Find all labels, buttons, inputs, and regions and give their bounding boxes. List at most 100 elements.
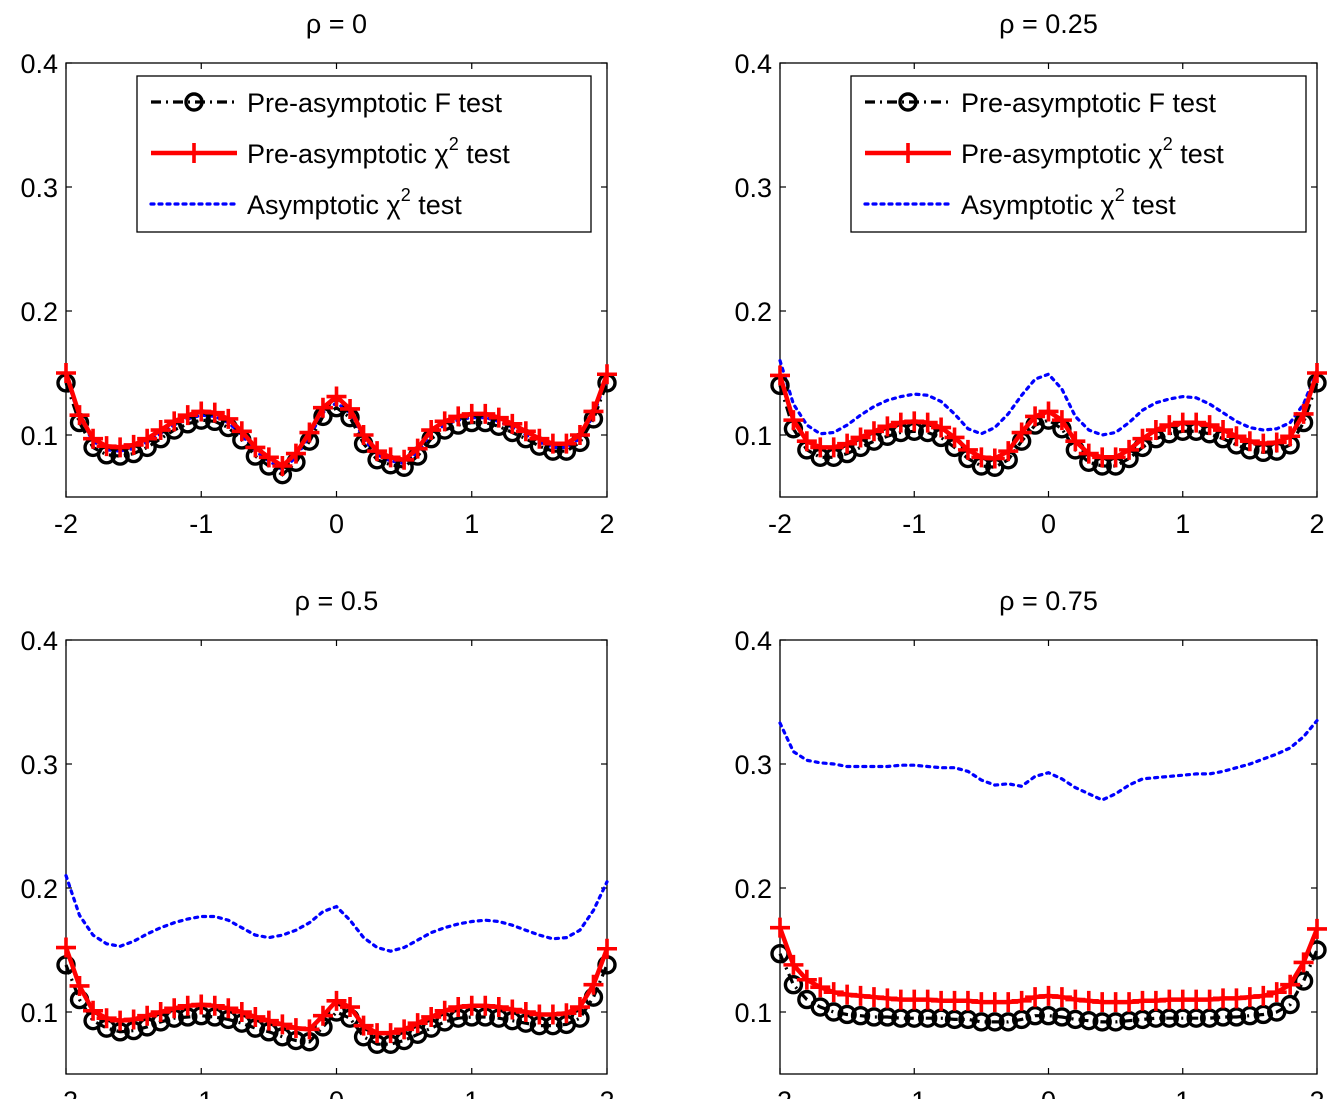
x-tick-label: -1 (902, 1086, 926, 1099)
y-tick-label: 0.4 (20, 49, 58, 79)
data-point (823, 982, 844, 1003)
data-point (1239, 431, 1260, 452)
x-tick-label: 1 (464, 1086, 479, 1099)
data-point (877, 1007, 898, 1027)
data-point (1052, 1007, 1072, 1027)
data-point (1199, 415, 1220, 436)
data-point (1119, 1010, 1139, 1031)
x-tick-label: 2 (1309, 509, 1324, 539)
legend-label: Pre-asymptotic χ2 test (247, 134, 510, 169)
data-point (353, 425, 374, 445)
data-point (150, 1002, 171, 1022)
data-point (448, 406, 469, 427)
data-point (783, 410, 804, 431)
y-tick-label: 0.1 (20, 998, 58, 1028)
chart-panel-1: ρ = 0.25 -2 -1 0 1 2 0.1 0.2 0.3 0.4 Pre-asymptoti… (734, 9, 1327, 539)
data-point (864, 1007, 884, 1027)
data-point (515, 421, 536, 442)
data-point (380, 447, 401, 468)
x-tick-label: -2 (768, 509, 792, 539)
x-tick-label: -2 (54, 509, 78, 539)
data-point (998, 1012, 1018, 1032)
data-point (56, 363, 76, 383)
data-point (850, 427, 871, 448)
data-point (1253, 1004, 1274, 1025)
data-point (475, 403, 496, 424)
data-point (340, 997, 361, 1018)
x-tick-label: 0 (329, 1086, 344, 1099)
data-point (824, 1002, 844, 1022)
data-point (837, 1004, 857, 1025)
data-point (515, 1002, 536, 1022)
data-point (164, 998, 185, 1019)
data-point (1132, 1009, 1153, 1030)
data-point (1173, 1008, 1193, 1028)
data-point (958, 1009, 978, 1030)
data-point (529, 428, 550, 449)
data-point (583, 401, 604, 422)
data-point (258, 447, 279, 468)
series-2 (64, 874, 609, 953)
data-point (56, 937, 76, 958)
x-tick-label: 2 (1309, 1086, 1324, 1099)
legend-marker (184, 143, 204, 163)
data-point (1307, 918, 1327, 939)
data-point (1253, 985, 1274, 1006)
data-point (597, 364, 617, 385)
data-point (312, 397, 333, 418)
data-point (850, 1006, 871, 1026)
data-point (1240, 1006, 1260, 1026)
data-point (1011, 990, 1032, 1011)
data-point (1280, 426, 1301, 447)
data-point (783, 975, 804, 995)
data-point (917, 1008, 938, 1028)
data-point (810, 977, 831, 998)
data-point (1280, 994, 1300, 1015)
data-point (1226, 426, 1247, 447)
x-tick-label: 0 (1041, 1086, 1056, 1099)
chart-title: ρ = 0.75 (999, 586, 1098, 616)
data-point (1025, 1006, 1045, 1026)
legend-label: Pre-asymptotic F test (961, 88, 1217, 118)
data-point (904, 1008, 924, 1028)
chart-title: ρ = 0.5 (295, 586, 379, 616)
legend-marker (898, 92, 918, 112)
y-tick-label: 0.3 (20, 750, 58, 780)
legend-marker (898, 143, 918, 163)
chart-title: ρ = 0 (306, 9, 367, 39)
data-point (1132, 428, 1153, 449)
data-point (597, 938, 617, 959)
data-point (312, 1005, 333, 1026)
data-point (569, 997, 590, 1018)
data-point (1051, 987, 1072, 1008)
x-tick-label: 1 (1175, 509, 1190, 539)
series-0 (770, 373, 1327, 477)
data-point (1038, 1006, 1059, 1026)
data-point (502, 413, 523, 434)
data-point (83, 1000, 104, 1021)
data-point (1266, 982, 1287, 1003)
data-point (837, 433, 858, 454)
series-2 (778, 719, 1319, 802)
data-point (1293, 403, 1314, 424)
series-line (64, 874, 609, 953)
x-tick-label: -1 (902, 509, 926, 539)
data-point (488, 997, 509, 1018)
series-line (778, 719, 1319, 802)
series-1 (770, 917, 1327, 1013)
legend: Pre-asymptotic F test Pre-asymptotic χ2 t… (136, 75, 592, 233)
data-point (353, 1015, 374, 1036)
data-point (434, 411, 455, 432)
data-point (245, 1006, 266, 1027)
data-point (110, 437, 131, 458)
data-point (1159, 415, 1180, 436)
x-tick-label: -2 (768, 1086, 792, 1099)
data-point (1307, 363, 1327, 383)
data-point (231, 1002, 252, 1022)
legend-label: Asymptotic χ2 test (961, 185, 1176, 220)
data-point (1079, 1010, 1099, 1031)
data-point (1119, 439, 1140, 460)
data-point (957, 439, 978, 460)
data-point (1105, 447, 1126, 468)
data-point (917, 412, 938, 433)
